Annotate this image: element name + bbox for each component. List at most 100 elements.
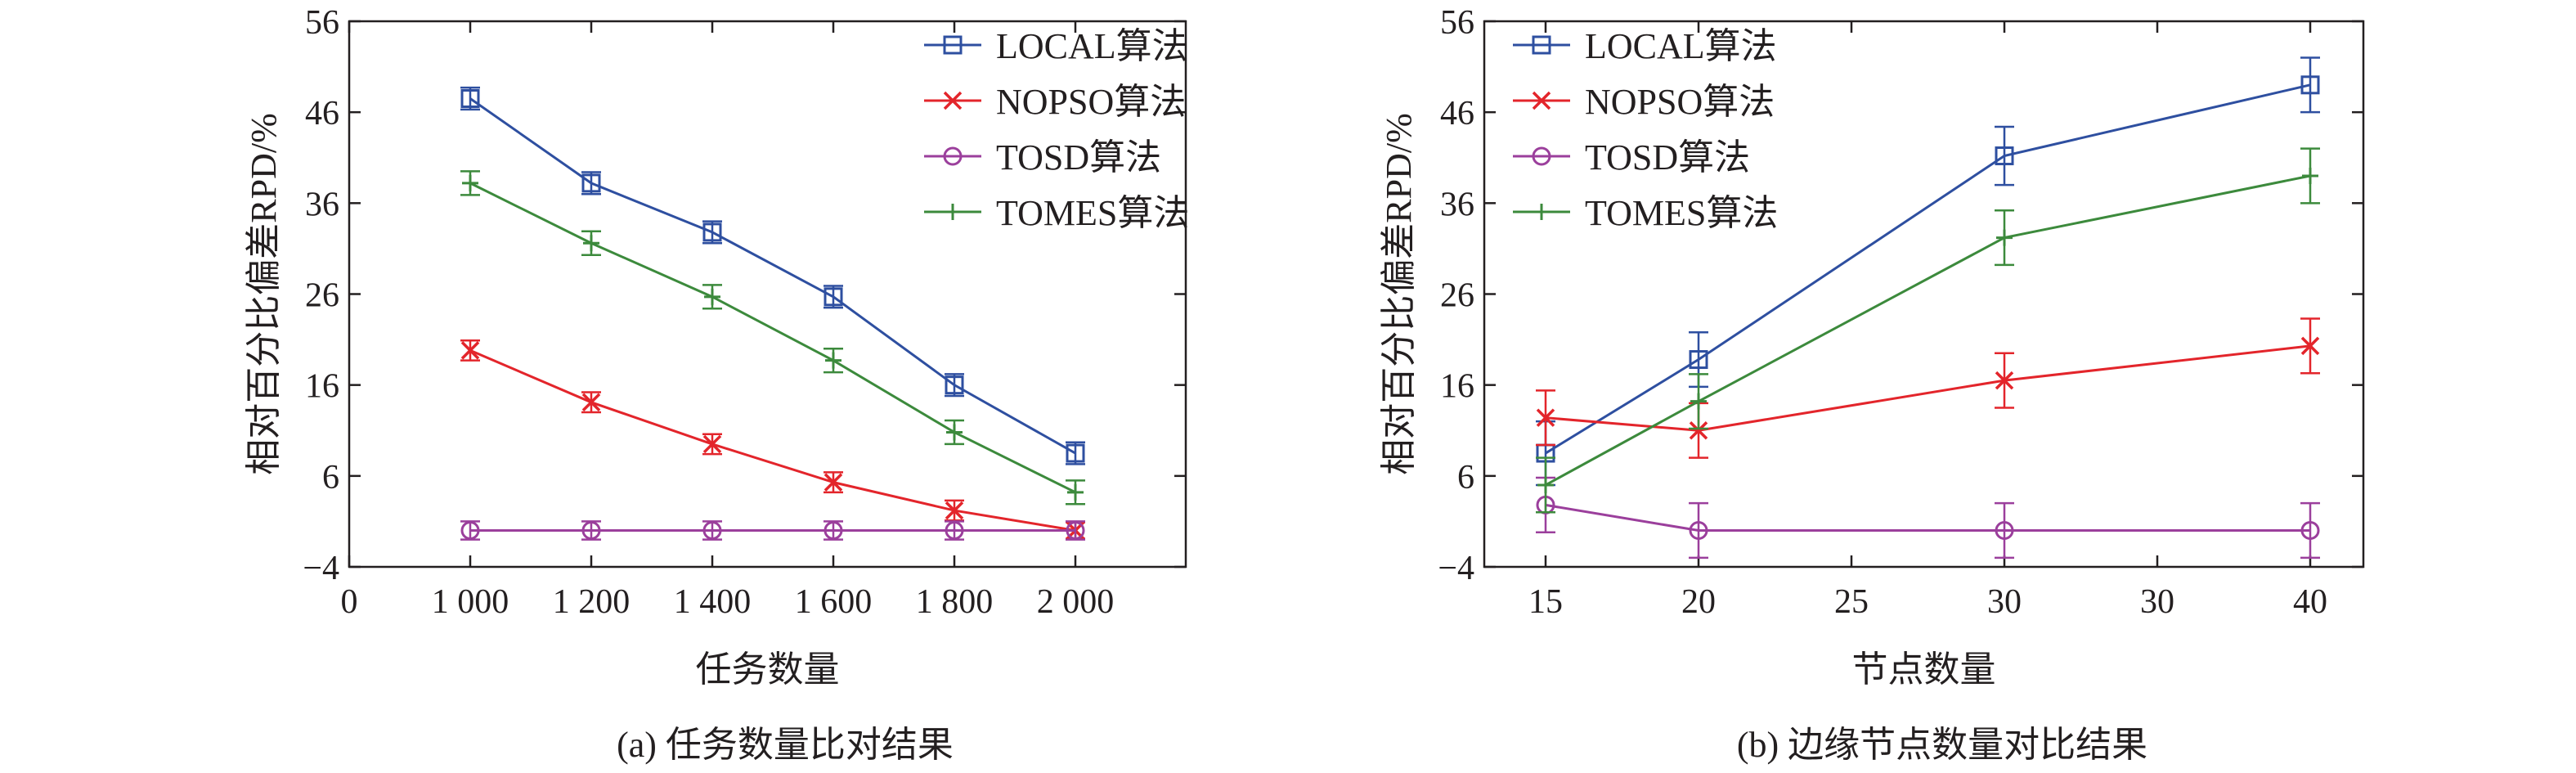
data-point [945, 521, 964, 541]
chart-caption: (a) 任务数量比对结果 [617, 725, 954, 765]
y-tick-label: 6 [322, 459, 339, 497]
data-point [704, 288, 720, 305]
data-point [2300, 75, 2320, 95]
chart-a: −4 6 16 26 36 46 56 0 1 000 1 200 1 400 1 600 1 800 2… [244, 4, 1189, 765]
legend-marker [943, 35, 963, 55]
series-line [1545, 344, 2311, 432]
x-tick-label: 20 [1681, 583, 1716, 621]
data-point [1536, 408, 1555, 427]
legend-marker [1533, 204, 1550, 220]
series-local [1536, 56, 2320, 487]
data-point [1066, 443, 1085, 463]
error-bar [2300, 56, 2320, 114]
data-point [581, 393, 601, 412]
series-line [469, 349, 1076, 533]
error-bar [1689, 501, 1708, 560]
y-tick-label: 56 [1440, 4, 1474, 42]
data-point [583, 235, 599, 252]
x-axis-title: 节点数量 [1852, 649, 1996, 690]
data-point [1067, 483, 1084, 501]
series-line [1545, 83, 2311, 455]
data-point [1995, 371, 2014, 390]
data-point [1690, 393, 1707, 410]
series-line [469, 182, 1076, 494]
legend-label: NOPSO算法 [1585, 82, 1775, 122]
series-line [1545, 503, 2310, 533]
legend-label: TOSD算法 [996, 137, 1161, 178]
x-tick-label: 30 [2140, 583, 2174, 621]
series-nopso [460, 339, 1085, 540]
error-bar [2300, 501, 2320, 560]
x-tick-label: 25 [1834, 583, 1869, 621]
legend-marker [943, 91, 963, 110]
data-point [1066, 521, 1085, 541]
error-bar [1995, 501, 2014, 560]
legend-marker [943, 146, 963, 166]
data-point [2300, 521, 2320, 541]
data-point [825, 352, 841, 369]
data-point [1996, 229, 2013, 246]
legend-label: TOMES算法 [996, 193, 1189, 233]
data-point [824, 287, 843, 307]
x-axis-title: 任务数量 [696, 649, 840, 690]
series-nopso [1536, 317, 2320, 459]
legend: LOCAL算法 NOPSO算法 TOSD算法 TOMES算法 [1513, 26, 1778, 233]
y-tick-label: 46 [1440, 95, 1474, 133]
data-point [460, 341, 480, 360]
x-tick-label: 1 800 [916, 583, 994, 621]
y-axis-title: 相对百分比偏差RPD/% [244, 113, 284, 474]
series-line [1545, 174, 2311, 487]
legend-marker [1532, 146, 1551, 166]
data-point [702, 222, 722, 242]
data-point [945, 501, 964, 520]
y-tick-label: 6 [1457, 459, 1474, 497]
x-tick-label: 2 000 [1037, 583, 1115, 621]
legend-label: LOCAL算法 [1585, 26, 1777, 66]
x-tick-label: 15 [1528, 583, 1563, 621]
y-tick-label: −4 [1438, 550, 1474, 587]
data-point [702, 434, 722, 454]
series-tomes [460, 170, 1085, 506]
x-tick-label: 1 400 [674, 583, 752, 621]
series-tosd [1536, 476, 2320, 560]
data-point [824, 473, 843, 492]
data-point [1689, 521, 1708, 541]
y-tick-label: −4 [303, 550, 339, 587]
y-tick-label: 26 [305, 277, 339, 315]
y-tick-label: 16 [1440, 368, 1474, 406]
chart-caption: (b) 边缘节点数量对比结果 [1737, 725, 2147, 765]
x-tick-label: 30 [1987, 583, 2022, 621]
data-point [1689, 350, 1708, 370]
series-tomes [1536, 147, 2320, 514]
data-point [1995, 521, 2014, 541]
data-point [581, 173, 601, 193]
y-tick-label: 46 [305, 95, 339, 133]
legend-marker [1532, 91, 1551, 110]
y-tick-label: 16 [305, 368, 339, 406]
series-local [460, 86, 1085, 465]
y-tick-label: 36 [1440, 186, 1474, 223]
data-point [945, 375, 964, 395]
x-tick-label: 1 200 [553, 583, 631, 621]
y-tick-label: 56 [305, 4, 339, 42]
data-point [1689, 421, 1708, 440]
data-point [2300, 336, 2320, 356]
x-tick-label: 0 [341, 583, 358, 621]
series-line [469, 97, 1076, 455]
legend-label: TOMES算法 [1585, 193, 1778, 233]
data-point [946, 424, 963, 441]
data-point [824, 521, 843, 541]
x-tick-label: 40 [2293, 583, 2327, 621]
legend-label: LOCAL算法 [996, 26, 1188, 66]
data-point [1537, 476, 1554, 493]
data-point [460, 88, 480, 108]
legend: LOCAL算法 NOPSO算法 TOSD算法 TOMES算法 [924, 26, 1189, 233]
data-point [581, 521, 601, 541]
chart-b: −4 6 16 26 36 46 56 15 20 25 30 30 40 节点数量 相对百分比偏差RPD/… [1379, 4, 2365, 765]
x-tick-label: 1 000 [432, 583, 509, 621]
y-tick-label: 36 [305, 186, 339, 223]
data-point [2302, 167, 2318, 184]
error-bar [1995, 125, 2014, 187]
data-point [462, 174, 478, 191]
